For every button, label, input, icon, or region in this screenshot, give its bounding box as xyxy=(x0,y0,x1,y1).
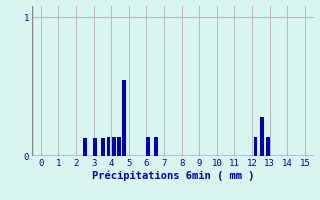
Bar xyxy=(107,137,110,156)
Bar xyxy=(93,138,97,156)
Bar xyxy=(83,138,87,156)
Bar xyxy=(146,137,150,156)
Bar xyxy=(154,137,158,156)
Bar xyxy=(260,117,264,156)
Bar xyxy=(123,80,126,156)
Bar xyxy=(117,137,121,156)
Bar xyxy=(266,137,270,156)
Bar xyxy=(253,137,258,156)
Bar xyxy=(112,137,116,156)
X-axis label: Précipitations 6min ( mm ): Précipitations 6min ( mm ) xyxy=(92,171,254,181)
Bar xyxy=(101,138,105,156)
